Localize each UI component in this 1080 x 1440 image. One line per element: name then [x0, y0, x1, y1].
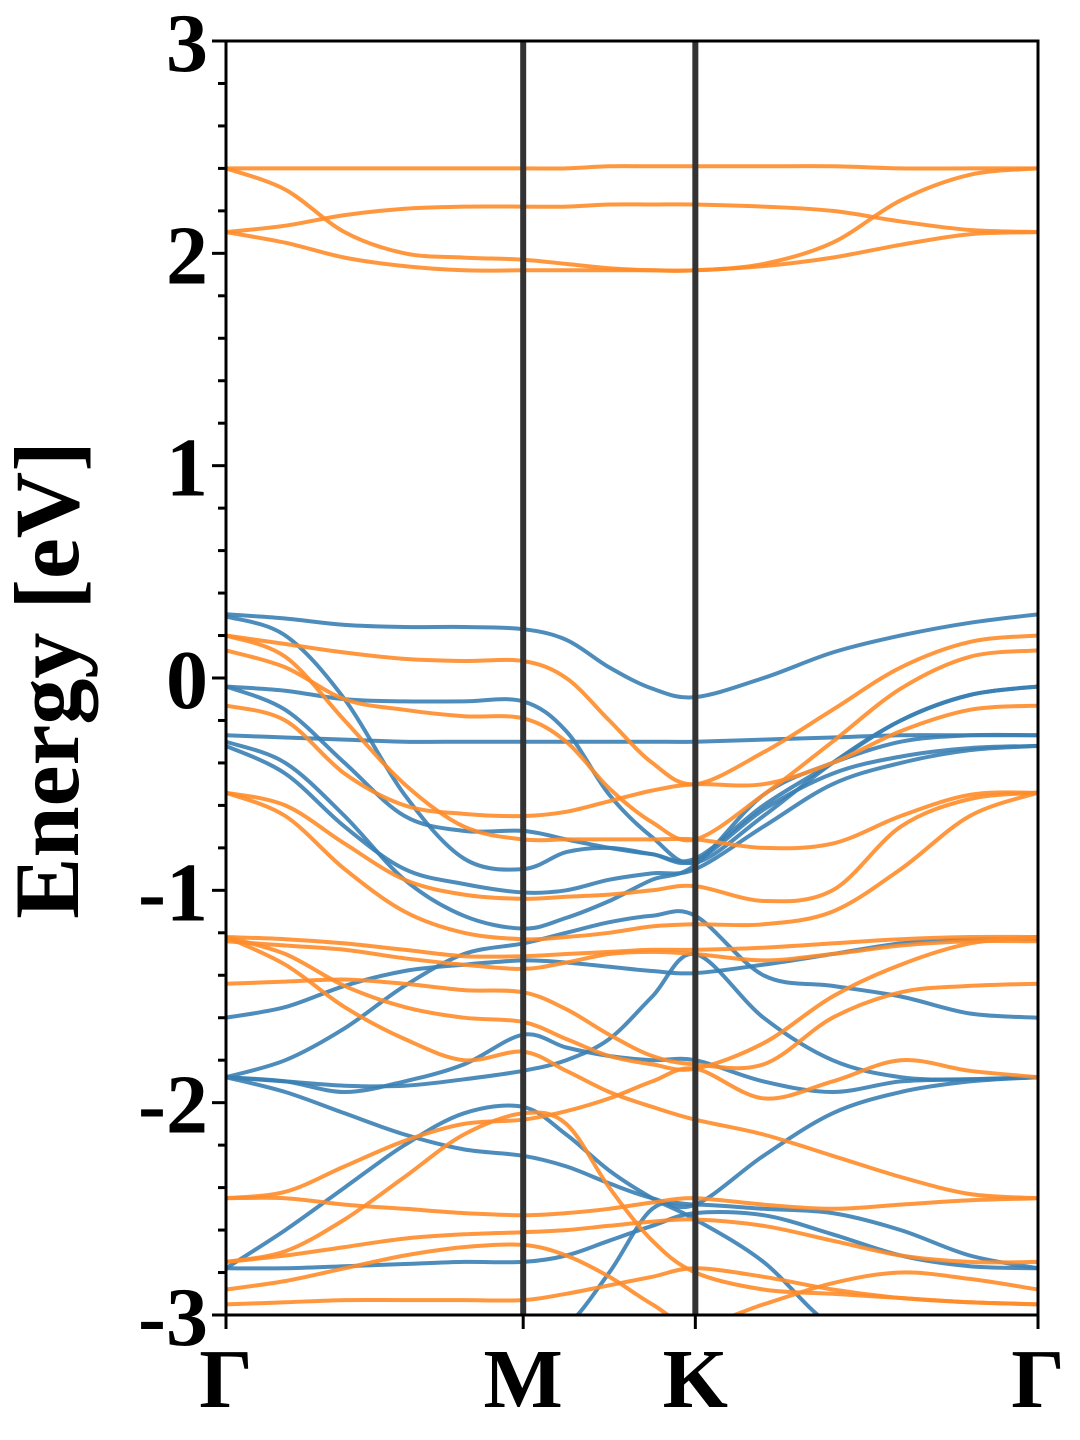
orange-band-line-33	[226, 1110, 1038, 1307]
y-tick-label: 1	[166, 422, 208, 515]
high-symmetry-lines	[520, 41, 699, 1315]
y-tick-label: 0	[166, 634, 208, 727]
y-tick-label: -3	[138, 1271, 208, 1364]
blue-band-line-6	[226, 732, 1038, 931]
orange-band-line-26	[226, 938, 1038, 971]
orange-band-line-18	[226, 230, 1038, 273]
orange-band-line-24	[226, 790, 1038, 942]
orange-band-line-31	[226, 1195, 1038, 1218]
y-tick-label: 3	[166, 0, 208, 90]
orange-band-line-22	[226, 633, 1038, 851]
blue-band-line-13	[226, 1103, 821, 1315]
blue-band-line-11	[226, 1075, 1038, 1210]
blue-band-line-10	[226, 1032, 1038, 1095]
orange-band-line-29	[226, 935, 1038, 1201]
orange-band-line-16	[226, 202, 1038, 235]
blue-band-line-14	[574, 1200, 1038, 1315]
blue-band-line-9	[226, 951, 1038, 1089]
orange-band-line-35	[226, 1266, 1038, 1307]
y-axis-ticks: -3 -2 -1 0 1 2 3	[138, 0, 226, 1364]
y-axis-label: Energy [eV]	[0, 441, 98, 919]
orange-band-line-32	[226, 1217, 1038, 1265]
orange-band-line-28	[226, 977, 1038, 1071]
blue-band-line-5	[226, 684, 1038, 864]
orange-band-line-27	[226, 935, 1038, 1072]
orange-band-line-21	[226, 703, 1038, 819]
y-tick-label: -2	[138, 1059, 208, 1152]
y-tick-label: 2	[166, 209, 208, 302]
orange-band-line-19	[226, 633, 1038, 787]
x-tick-label: Γ	[1011, 1333, 1064, 1426]
blue-band-line-0	[226, 612, 1038, 700]
x-tick-label: M	[484, 1333, 563, 1426]
band-lines	[226, 164, 1038, 1315]
x-tick-label: Γ	[199, 1333, 252, 1426]
y-tick-label: -1	[138, 846, 208, 939]
orange-band-line-23	[226, 790, 1038, 904]
orange-band-line-15	[226, 164, 1038, 171]
orange-band-line-30	[226, 1057, 1038, 1201]
blue-band-line-3	[226, 743, 1038, 895]
x-tick-label: K	[663, 1333, 728, 1426]
orange-band-line-17	[226, 166, 1038, 273]
blue-band-line-8	[226, 909, 1038, 1080]
